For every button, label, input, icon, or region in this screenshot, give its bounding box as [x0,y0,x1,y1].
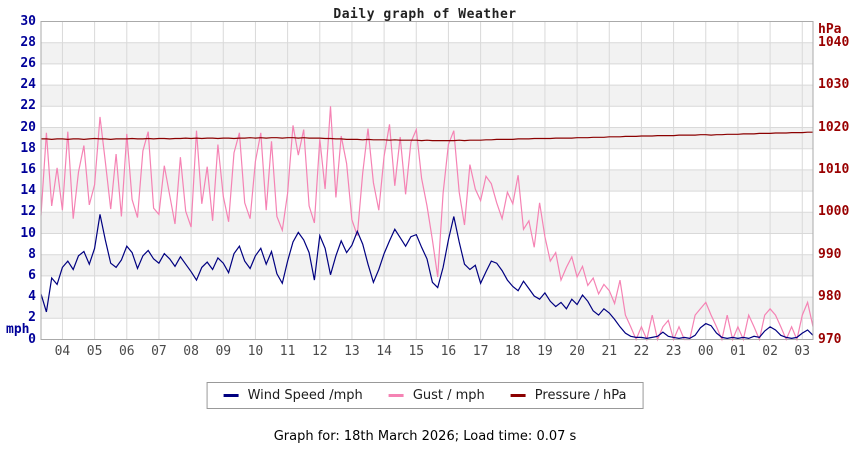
plot-band [41,212,813,234]
left-axis-tick-label: 24 [20,77,36,93]
x-axis-tick-label: 06 [118,344,135,359]
x-axis-tick-label: 05 [86,344,103,359]
right-axis-tick-label: 1030 [818,77,850,93]
x-axis-tick-label: 13 [344,344,360,359]
plot-border [40,21,814,340]
plot-band [41,254,813,276]
x-axis-tick-label: 09 [215,344,232,359]
x-axis-tick-label: 01 [730,344,746,359]
plot-band [41,169,813,192]
graph-caption: Graph for: 18th March 2026; Load time: 0… [273,429,577,444]
right-axis-tick-label: 970 [818,331,842,347]
legend: Wind Speed /mph Gust / mph Pressure / hP… [206,382,644,409]
pressure-line-swatch [510,394,526,397]
left-axis-tick-label: 6 [28,267,36,283]
x-axis-tick-label: 11 [279,344,296,359]
x-axis-tick-label: 20 [569,344,585,359]
left-axis-tick-label: 26 [20,55,36,71]
right-axis-unit-label: hPa [818,22,842,37]
left-axis-unit-label: mph [6,322,30,337]
right-axis-tick-label: 1040 [818,34,850,50]
legend-item-gust: Gust / mph [388,388,485,403]
x-axis-tick-label: 07 [151,344,167,359]
right-axis-tick-label: 1000 [818,204,850,220]
left-axis-tick-label: 18 [20,140,36,156]
x-axis-tick-label: 15 [408,344,425,359]
x-axis-tick-label: 17 [472,344,489,359]
gust-line-swatch [388,394,404,397]
x-axis-tick-label: 03 [794,344,811,359]
left-axis-tick-label: 12 [20,204,36,220]
left-axis-tick-label: 16 [20,161,36,177]
legend-label-gust: Gust / mph [412,388,485,403]
pressure-line [41,131,813,142]
x-axis-tick-label: 19 [537,344,553,359]
left-axis-tick-label: 14 [20,183,36,199]
x-axis-tick-label: 08 [183,344,199,359]
wind-speed-line-swatch [223,394,239,397]
left-axis-tick-label: 0 [28,331,36,347]
left-axis-tick-label: 4 [28,289,36,305]
left-axis-tick-label: 28 [20,34,36,50]
right-axis-tick-label: 980 [818,289,842,305]
right-axis-tick-label: 1020 [818,119,850,135]
right-axis-tick-label: 1010 [818,161,850,177]
plot-band [41,127,813,149]
left-axis-tick-label: 10 [20,225,36,241]
left-axis-tick-label: 2 [28,310,36,326]
left-axis-tick-label: 20 [20,119,36,135]
x-axis-tick-label: 23 [665,344,682,359]
plot-band [41,42,813,64]
x-axis-tick-label: 12 [311,344,328,359]
left-axis-tick-label: 30 [20,13,36,29]
left-axis-tick-label: 8 [28,246,36,262]
legend-label-wind-speed: Wind Speed /mph [247,388,363,403]
x-axis-tick-label: 21 [601,344,618,359]
x-axis-tick-label: 16 [440,344,457,359]
chart-title: Daily graph of Weather [333,7,517,22]
right-axis-tick-label: 990 [818,246,842,262]
x-axis-tick-label: 10 [247,344,264,359]
plot-band [41,297,813,319]
left-axis-tick-label: 22 [20,98,36,114]
x-axis-tick-label: 02 [762,344,778,359]
x-axis-tick-label: 18 [504,344,521,359]
x-axis-tick-label: 00 [697,344,714,359]
plot-band [41,85,813,107]
legend-item-pressure: Pressure / hPa [510,388,627,403]
x-axis-tick-label: 14 [376,344,392,359]
x-axis-tick-label: 04 [54,344,71,359]
wind-speed-line [40,214,814,340]
x-axis-tick-label: 22 [633,344,650,359]
legend-item-wind-speed: Wind Speed /mph [223,388,363,403]
legend-label-pressure: Pressure / hPa [534,388,627,403]
